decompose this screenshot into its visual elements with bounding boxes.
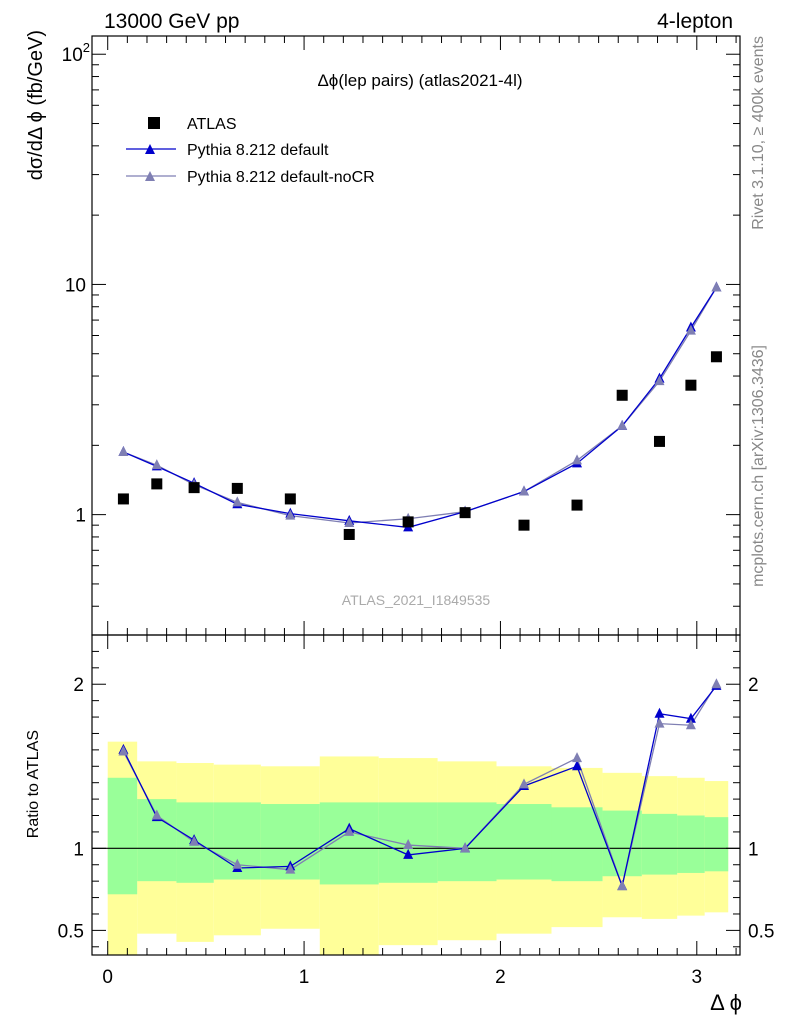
main-nocr-point — [118, 446, 129, 457]
ratio-default-point — [403, 848, 414, 859]
ratio-nocr-point — [711, 678, 722, 689]
main-atlas-point — [151, 478, 163, 490]
main-y-axis-title: dσ/dΔ ϕ (fb/GeV) — [25, 30, 47, 180]
x-tick-label: 0 — [102, 967, 113, 988]
x-tick-label: 2 — [495, 967, 506, 988]
main-atlas-point — [653, 435, 665, 447]
ratio-nocr-point — [344, 825, 355, 836]
ratio-y-tick-label-right: 2 — [748, 675, 759, 696]
band-inner-bin — [641, 813, 678, 875]
band-inner-bin — [677, 815, 705, 873]
main-nocr-point — [151, 459, 162, 470]
main-atlas-point — [459, 507, 471, 519]
main-nocr-point — [344, 516, 355, 527]
main-nocr-point — [685, 324, 696, 335]
ratio-default-point — [654, 707, 665, 718]
band-inner-bin — [704, 817, 729, 872]
legend-nocr-label: Pythia 8.212 default-noCR — [187, 169, 375, 186]
main-atlas-point — [571, 499, 583, 511]
legend-atlas-label: ATLAS — [187, 116, 237, 133]
ratio-y-tick-label-left: 0.5 — [58, 921, 84, 942]
ratio-y-tick-label-right: 0.5 — [748, 921, 774, 942]
main-atlas-point — [343, 528, 355, 540]
ratio-nocr-point — [519, 778, 529, 789]
ratio-nocr-point — [403, 839, 414, 850]
legend-atlas-marker — [148, 117, 160, 129]
band-inner-bin — [319, 802, 379, 885]
ratio-y-tick-label-right: 1 — [748, 839, 759, 860]
main-nocr-point — [711, 281, 722, 292]
plot-title: Δϕ(lep pairs) (atlas2021-4l) — [317, 71, 522, 90]
ratio-nocr-point — [685, 719, 696, 730]
main-atlas-point — [231, 482, 243, 494]
mcplots-label: mcplots.cern.ch [arXiv:1306.3436] — [750, 345, 767, 587]
main-atlas-point — [518, 519, 530, 531]
ratio-nocr-point — [460, 842, 471, 853]
ratio-default-point — [572, 760, 583, 771]
main-atlas-point — [616, 389, 628, 401]
main-nocr-line — [123, 287, 717, 524]
legend: ATLAS Pythia 8.212 default Pythia 8.212 … — [126, 116, 375, 186]
ratio-nocr-point — [617, 880, 628, 891]
ratio-panel-frame — [91, 634, 741, 956]
main-atlas-point — [117, 493, 129, 505]
main-atlas-point — [710, 351, 722, 363]
main-default-line — [123, 287, 717, 529]
main-y-tick-label: 1 — [75, 506, 86, 527]
main-atlas-point — [188, 482, 200, 494]
rivet-version-label: Rivet 3.1.10, ≥ 400k events — [750, 36, 767, 230]
main-nocr-point — [654, 375, 665, 386]
x-axis-title: Δ ϕ — [710, 990, 742, 1015]
main-y-tick-label: 102 — [62, 40, 90, 66]
band-inner-bin — [551, 807, 603, 882]
ratio-nocr-point — [118, 745, 129, 756]
ratio-y-tick-label-left: 2 — [73, 675, 84, 696]
ratio-default-line — [122, 685, 717, 889]
band-inner-bin — [107, 777, 138, 895]
x-tick-label: 3 — [692, 967, 703, 988]
main-atlas-point — [284, 493, 296, 505]
ratio-nocr-point — [572, 752, 583, 763]
ratio-nocr-point — [654, 717, 665, 728]
ratio-nocr-line — [122, 683, 717, 889]
channel-label: 4-lepton — [657, 10, 733, 33]
x-tick-label: 1 — [299, 967, 310, 988]
axes: 1 10 102 0 1 2 3 0.5 0.5 1 1 2 2 — [58, 35, 774, 988]
main-nocr-point — [232, 496, 243, 507]
main-y-tick-label: 10 — [65, 275, 86, 296]
energy-label: 13000 GeV pp — [104, 10, 239, 33]
ratio-y-tick-label-left: 1 — [73, 839, 84, 860]
band-inner-bin — [496, 804, 552, 880]
legend-nocr-marker — [145, 171, 155, 181]
data-series — [117, 281, 722, 891]
ratio-nocr-point — [285, 863, 296, 874]
analysis-watermark: ATLAS_2021_I1849535 — [342, 592, 491, 608]
legend-default-label: Pythia 8.212 default — [187, 142, 329, 159]
main-nocr-point — [572, 454, 583, 465]
band-inner-bin — [602, 810, 642, 877]
main-nocr-point — [617, 419, 628, 430]
main-atlas-point — [402, 516, 414, 528]
ratio-nocr-point — [232, 858, 243, 869]
band-inner-bin — [437, 802, 497, 882]
ratio-nocr-point — [151, 809, 162, 820]
main-nocr-point — [519, 485, 529, 496]
ratio-default-point — [685, 712, 696, 723]
main-atlas-point — [685, 379, 697, 391]
ratio-y-axis-title: Ratio to ATLAS — [25, 730, 42, 838]
legend-default-marker — [145, 144, 155, 154]
main-nocr-point — [285, 509, 296, 520]
ratio-nocr-point — [189, 835, 200, 846]
